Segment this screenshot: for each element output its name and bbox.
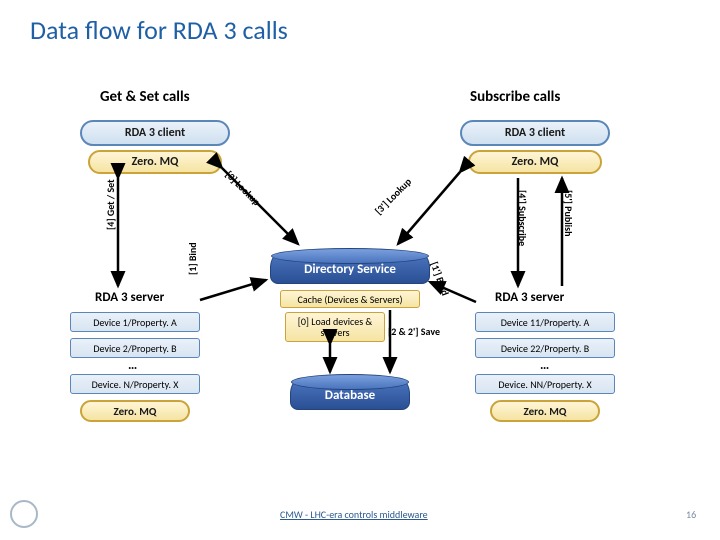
left-device-b: Device 2/Property. B	[70, 338, 200, 358]
directory-service: Directory Service	[270, 254, 430, 284]
directory-service-label: Directory Service	[304, 262, 396, 277]
left-server-label: RDA 3 server	[95, 290, 164, 305]
cache-box: Cache (Devices & Servers)	[280, 290, 420, 308]
logo-icon	[10, 500, 38, 528]
save-label: [2 & 2'] Save	[388, 325, 440, 338]
label-lookup-left: [3] Lookup	[223, 168, 263, 208]
right-device-b: Device 22/Property. B	[475, 338, 615, 358]
database-label: Database	[325, 388, 375, 403]
label-bind-left: [1] Bind	[186, 242, 199, 275]
page-number: 16	[686, 508, 696, 521]
left-ellipsis: …	[128, 358, 137, 373]
label-getset: [4] Get / Set	[104, 179, 117, 230]
right-server-label: RDA 3 server	[495, 290, 564, 305]
right-client-pill: RDA 3 client	[460, 120, 610, 146]
load-box: [0] Load devices & servers	[285, 312, 385, 342]
label-bind-right: [1'] Bind	[428, 260, 452, 297]
footer-link[interactable]: CMW - LHC-era controls middleware	[280, 508, 428, 521]
left-server-zeromq: Zero. MQ	[80, 400, 190, 422]
label-subscribe: [4'] Subscribe	[516, 190, 529, 246]
right-client-zeromq: Zero. MQ	[468, 150, 602, 174]
right-device-x: Device. NN/Property. X	[475, 374, 615, 394]
left-device-a: Device 1/Property. A	[70, 312, 200, 332]
section-subscribe: Subscribe calls	[470, 88, 560, 106]
right-server-zeromq: Zero. MQ	[490, 400, 600, 422]
left-client-zeromq: Zero. MQ	[88, 150, 222, 174]
label-publish: [5'] Publish	[562, 190, 575, 236]
label-lookup-right: [3'] Lookup	[372, 175, 414, 217]
database: Database	[290, 380, 410, 410]
right-ellipsis: …	[540, 358, 549, 373]
left-client-pill: RDA 3 client	[80, 120, 230, 146]
right-device-a: Device 11/Property. A	[475, 312, 615, 332]
page-title: Data flow for RDA 3 calls	[30, 14, 288, 46]
left-device-x: Device. N/Property. X	[70, 374, 200, 394]
section-get-set: Get & Set calls	[100, 88, 190, 106]
